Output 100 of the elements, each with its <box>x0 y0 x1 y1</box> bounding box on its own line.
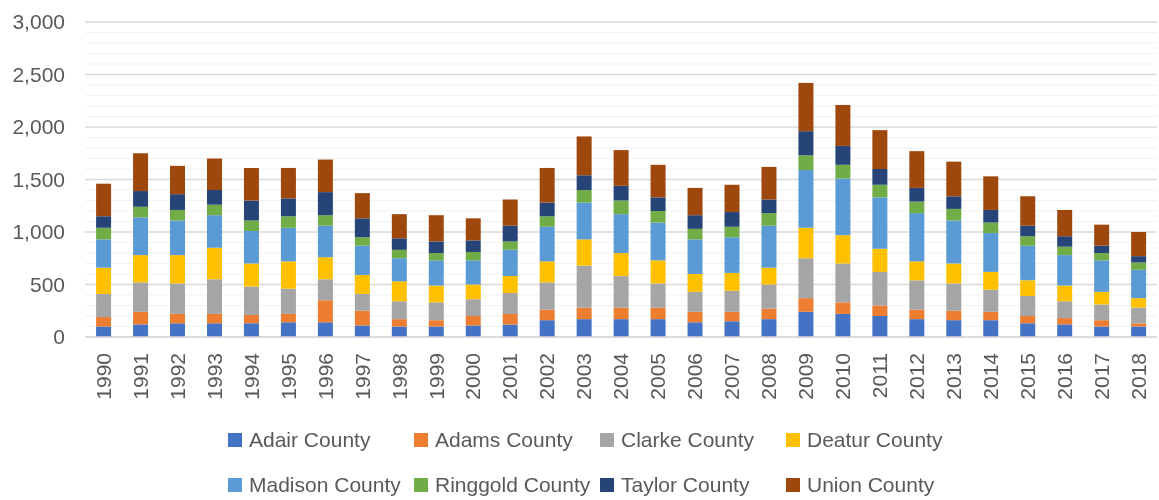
bar <box>428 320 444 327</box>
bar <box>280 167 296 199</box>
bar <box>280 227 296 262</box>
bar <box>650 307 666 320</box>
x-tick-label: 2009 <box>794 353 818 400</box>
x-tick-label: 2016 <box>1052 353 1076 400</box>
bar <box>465 299 481 316</box>
legend-label: Ringgold County <box>435 473 591 497</box>
bar <box>872 169 888 185</box>
bar <box>428 215 444 242</box>
bar <box>170 323 186 337</box>
bar <box>243 314 259 324</box>
bar <box>613 185 629 201</box>
bar <box>576 239 592 266</box>
bar <box>1131 262 1147 270</box>
bar <box>206 247 222 280</box>
bar <box>206 158 222 190</box>
bar <box>1020 323 1036 337</box>
bar <box>798 258 814 299</box>
bar <box>576 190 592 203</box>
bar <box>613 319 629 337</box>
x-tick-label: 2005 <box>646 353 670 400</box>
bar <box>909 309 925 320</box>
x-tick-label: 2003 <box>572 353 596 400</box>
bar <box>465 316 481 326</box>
bar <box>983 233 999 272</box>
bar <box>465 260 481 285</box>
legend-label: Madison County <box>249 473 401 497</box>
bar <box>243 323 259 337</box>
bar <box>391 238 407 250</box>
x-tick-label: 2002 <box>535 353 559 400</box>
bar <box>1020 245 1036 281</box>
x-tick-label: 2011 <box>868 353 892 399</box>
bar <box>280 198 296 217</box>
bar <box>465 284 481 300</box>
x-tick-label: 2014 <box>979 352 1003 400</box>
bar <box>539 226 555 262</box>
bar <box>243 263 259 287</box>
bar <box>206 190 222 205</box>
bar <box>798 170 814 228</box>
y-tick-label: 3,000 <box>12 10 65 34</box>
bar <box>539 320 555 337</box>
bar <box>206 279 222 314</box>
x-tick-label: 2015 <box>1015 353 1039 400</box>
y-tick-label: 500 <box>29 272 65 296</box>
bar <box>1131 256 1147 263</box>
bar <box>687 187 703 216</box>
bar <box>280 288 296 314</box>
bar <box>724 272 740 291</box>
bar <box>317 257 333 280</box>
bar <box>1094 320 1110 327</box>
bar <box>650 211 666 223</box>
bar <box>1094 245 1110 253</box>
bar <box>96 227 112 240</box>
bar <box>354 245 370 276</box>
bar <box>243 230 259 264</box>
x-tick-label: 1994 <box>239 352 263 400</box>
bar <box>1020 236 1036 246</box>
bar <box>872 248 888 272</box>
bar <box>354 237 370 246</box>
bar <box>650 222 666 261</box>
bar <box>761 225 777 268</box>
bar <box>1057 255 1073 286</box>
bar <box>1057 318 1073 325</box>
bar <box>428 260 444 286</box>
bar <box>391 258 407 282</box>
bar <box>576 202 592 240</box>
bar <box>1057 236 1073 247</box>
bar <box>983 271 999 290</box>
bar <box>354 275 370 294</box>
x-tick-label: 2001 <box>498 353 522 400</box>
bar <box>96 317 112 327</box>
bar <box>1020 225 1036 237</box>
bar <box>761 319 777 337</box>
bar <box>502 199 518 226</box>
bar <box>724 212 740 227</box>
bar <box>317 322 333 337</box>
bar <box>761 284 777 309</box>
x-tick-label: 2008 <box>757 353 781 400</box>
bar <box>946 320 962 337</box>
x-tick-label: 1997 <box>350 353 374 400</box>
bar <box>133 206 149 218</box>
bar <box>1131 323 1147 327</box>
bar <box>576 136 592 176</box>
x-tick-label: 1991 <box>128 353 152 400</box>
bar <box>391 319 407 327</box>
bar <box>1020 196 1036 226</box>
bar <box>206 323 222 337</box>
bar <box>317 192 333 216</box>
bar <box>946 283 962 311</box>
bar <box>650 197 666 211</box>
bar <box>909 213 925 262</box>
legend-label: Adams County <box>435 428 573 452</box>
bar <box>1057 285 1073 302</box>
y-tick-label: 0 <box>53 325 65 349</box>
bar <box>96 183 112 217</box>
bar <box>206 204 222 216</box>
bar <box>909 319 925 337</box>
bar <box>133 217 149 256</box>
y-tick-label: 2,000 <box>12 115 65 139</box>
